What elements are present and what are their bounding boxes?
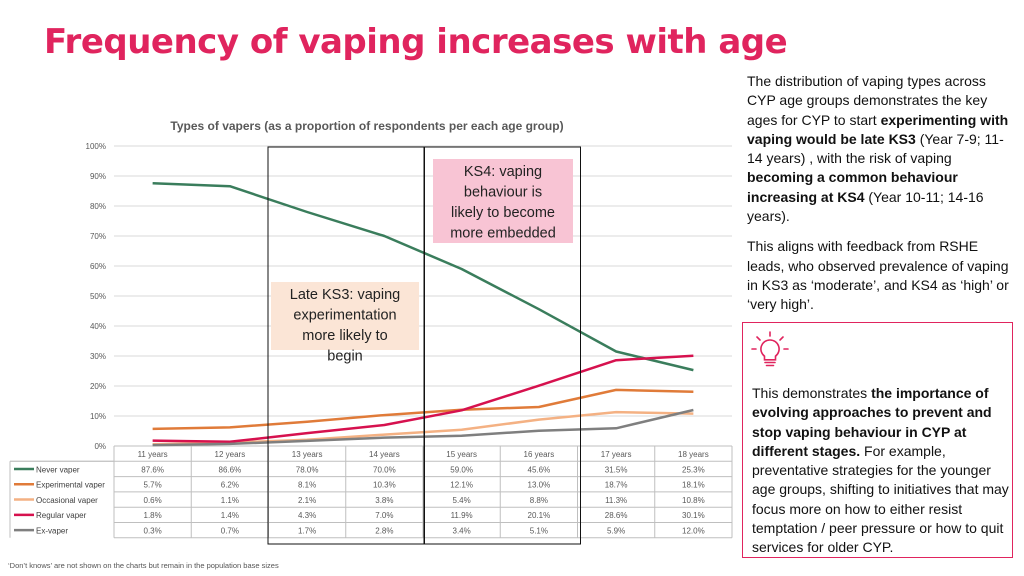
ks4-annotation-text: KS4: vaping behaviour is likely to become m… xyxy=(450,164,556,242)
data-label: 45.6% xyxy=(528,465,551,474)
legend-label: Experimental vaper xyxy=(36,481,105,490)
side-text-bold: experimenting with vaping would be late … xyxy=(747,111,1009,147)
data-label: 2.1% xyxy=(298,496,316,505)
series-line-experimental-vaper xyxy=(152,388,694,431)
data-label: 25.3% xyxy=(682,465,705,474)
chart-title: Types of vapers (as a proportion of resp… xyxy=(170,119,563,133)
data-label: 1.4% xyxy=(221,511,239,520)
side-paragraph-1: The distribution of vaping types across … xyxy=(747,72,1009,226)
footnote: ‘Don’t knows’ are not shown on the chart… xyxy=(8,561,279,570)
y-tick-label: 30% xyxy=(90,352,106,361)
data-label: 70.0% xyxy=(373,465,396,474)
data-label: 31.5% xyxy=(605,465,628,474)
series-line-regular-vaper xyxy=(152,354,694,444)
data-label: 4.3% xyxy=(298,511,316,520)
side-text-bold: becoming a common behaviour increasing a… xyxy=(747,169,958,205)
data-label: 20.1% xyxy=(528,511,551,520)
data-label: 5.7% xyxy=(144,481,162,490)
y-tick-label: 90% xyxy=(90,172,106,181)
y-tick-label: 0% xyxy=(94,442,106,451)
data-label: 10.8% xyxy=(682,496,705,505)
data-label: 59.0% xyxy=(450,465,473,474)
ks3-annotation-text: Late KS3: vaping experimentation more like… xyxy=(290,287,400,365)
side-text: The distribution of vaping types across … xyxy=(747,72,1009,326)
x-category-label: 17 years xyxy=(601,450,632,459)
data-label: 3.8% xyxy=(375,496,393,505)
ks4-annotation-box xyxy=(433,159,573,243)
data-label: 11.9% xyxy=(451,511,473,520)
series-line-ex-vaper xyxy=(152,408,694,447)
series-line-never-vaper xyxy=(152,181,694,372)
data-label: 1.1% xyxy=(221,496,239,505)
data-label: 8.8% xyxy=(530,496,548,505)
data-label: 3.4% xyxy=(453,527,471,536)
data-label: 8.1% xyxy=(298,481,316,490)
data-label: 30.1% xyxy=(682,511,705,520)
data-label: 78.0% xyxy=(296,465,319,474)
x-category-label: 12 years xyxy=(215,450,246,459)
side-text-part: (Year 10-11; 14-16 years). xyxy=(747,188,984,225)
data-label: 5.1% xyxy=(530,527,548,536)
data-label: 1.8% xyxy=(144,511,162,520)
side-text-part: (Year 7-9; 11-14 years) , with the risk … xyxy=(747,130,1004,167)
y-tick-label: 50% xyxy=(90,292,106,301)
callout-text: This demonstrates the importance of evol… xyxy=(752,384,1010,558)
y-tick-label: 60% xyxy=(90,262,106,271)
data-label: 0.7% xyxy=(221,527,239,536)
callout-text-part: This demonstrates xyxy=(752,385,872,401)
data-label: 7.0% xyxy=(375,511,393,520)
data-label: 0.6% xyxy=(144,496,162,505)
data-label: 10.3% xyxy=(373,481,396,490)
x-category-label: 15 years xyxy=(446,450,477,459)
x-category-label: 13 years xyxy=(292,450,323,459)
data-label: 5.9% xyxy=(607,527,625,536)
x-category-label: 14 years xyxy=(369,450,400,459)
data-label: 13.0% xyxy=(528,481,551,490)
data-label: 86.6% xyxy=(219,465,242,474)
data-label: 5.4% xyxy=(453,496,471,505)
y-tick-label: 40% xyxy=(90,322,106,331)
ks4-highlight-box xyxy=(424,146,581,545)
side-paragraph-2: This aligns with feedback from RSHE lead… xyxy=(747,238,1009,313)
y-tick-label: 100% xyxy=(86,142,106,151)
callout-text-bold: the importance of evolving approaches to… xyxy=(752,385,992,459)
data-label: 6.2% xyxy=(221,481,239,490)
legend-label: Never vaper xyxy=(36,465,80,474)
y-tick-label: 70% xyxy=(90,232,106,241)
lightbulb-icon xyxy=(751,331,789,367)
data-label: 28.6% xyxy=(605,511,628,520)
data-label: 18.7% xyxy=(605,481,628,490)
callout-text-part: For example, preventative strategies for… xyxy=(752,442,1009,556)
legend-label: Ex-vaper xyxy=(36,527,68,536)
x-category-label: 18 years xyxy=(678,450,709,459)
y-tick-label: 20% xyxy=(90,382,106,391)
data-label: 18.1% xyxy=(682,481,705,490)
x-category-label: 11 years xyxy=(138,450,168,459)
data-label: 12.0% xyxy=(682,527,705,536)
data-label: 1.7% xyxy=(298,527,316,536)
line-chart: Types of vapers (as a proportion of resp… xyxy=(9,119,733,545)
data-label: 12.1% xyxy=(450,481,473,490)
side-text-part: The distribution of vaping types across … xyxy=(747,73,988,128)
legend-label: Occasional vaper xyxy=(36,496,98,505)
data-label: 2.8% xyxy=(375,527,393,536)
legend-label: Regular vaper xyxy=(36,511,87,520)
y-tick-label: 10% xyxy=(90,412,106,421)
ks3-annotation-box xyxy=(271,282,419,350)
page-title: Frequency of vaping increases with age xyxy=(44,22,788,62)
callout-box: This demonstrates the importance of evol… xyxy=(742,322,1013,558)
x-category-label: 16 years xyxy=(524,450,555,459)
data-label: 0.3% xyxy=(144,527,162,536)
data-label: 87.6% xyxy=(141,465,164,474)
data-label: 11.3% xyxy=(605,496,627,505)
y-tick-label: 80% xyxy=(90,202,106,211)
